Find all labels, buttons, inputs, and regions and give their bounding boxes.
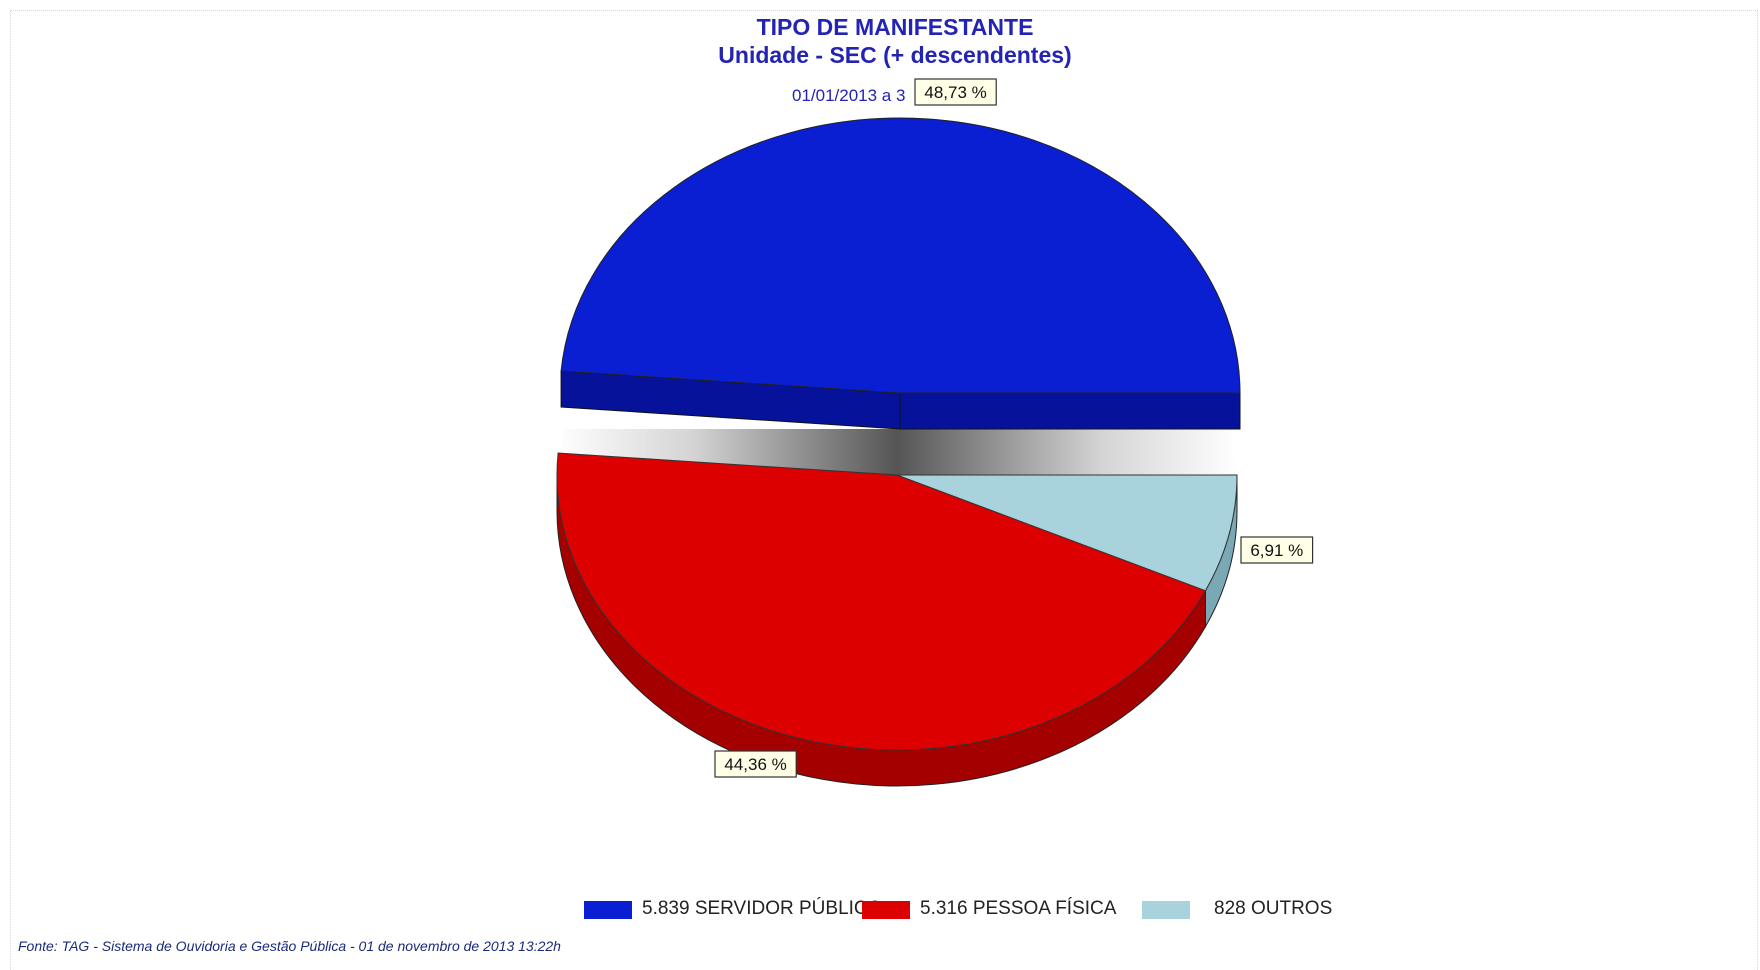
legend-swatch-pessoa xyxy=(862,901,910,919)
label-outros-percent: 6,91 % xyxy=(1240,536,1314,564)
slice-pessoa-fisica xyxy=(556,452,1207,751)
label-outros-percent-text: 6,91 % xyxy=(1250,541,1303,560)
chart-period: 01/01/2013 a 3 xyxy=(792,86,906,105)
chart-frame xyxy=(10,10,1758,970)
legend-swatch-outros xyxy=(1142,901,1190,919)
legend-label-pessoa: 5.316 PESSOA FÍSICA xyxy=(920,898,1117,919)
label-servidor-percent-box xyxy=(914,78,997,106)
slice-servidor-publico xyxy=(560,117,1241,394)
label-servidor-percent: 48,73 % xyxy=(914,78,997,106)
legend-label-outros: 828 OUTROS xyxy=(1214,898,1333,919)
label-outros-percent-box xyxy=(1240,536,1314,564)
label-pessoa-percent-box xyxy=(714,750,797,778)
label-servidor-percent-text: 48,73 % xyxy=(924,83,986,102)
chart-title: TIPO DE MANIFESTANTE xyxy=(756,14,1034,40)
label-pessoa-percent-text: 44,36 % xyxy=(724,755,786,774)
source-footer: Fonte: TAG - Sistema de Ouvidoria e Gest… xyxy=(18,938,561,954)
legend-swatch-servidor xyxy=(584,901,632,919)
label-pessoa-percent: 44,36 % xyxy=(714,750,797,778)
side-servidor-right xyxy=(899,392,1241,430)
legend-label-servidor: 5.839 SERVIDOR PÚBLICO xyxy=(642,898,883,919)
chart-subtitle: Unidade - SEC (+ descendentes) xyxy=(718,42,1072,68)
slice-outros xyxy=(896,474,1238,592)
